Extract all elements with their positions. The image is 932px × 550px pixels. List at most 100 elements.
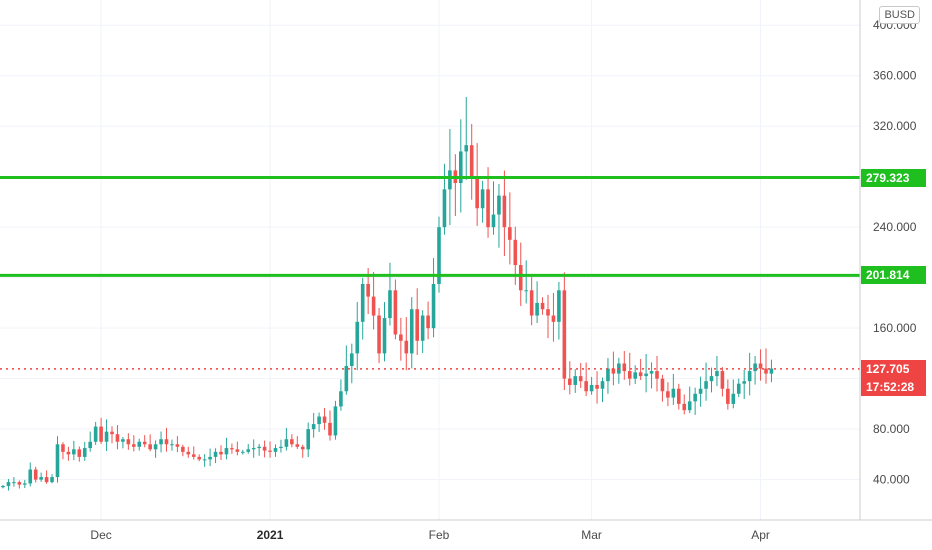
candle-body xyxy=(704,381,708,389)
candle-body xyxy=(573,376,578,385)
candle-body xyxy=(687,401,692,411)
candle-body xyxy=(682,403,687,411)
support-line-label: 279.323 xyxy=(861,168,926,187)
candle-body xyxy=(551,315,556,322)
candle-body xyxy=(344,366,349,392)
candle-body xyxy=(355,321,360,354)
candle-body xyxy=(399,334,403,341)
candle-body xyxy=(546,309,550,316)
x-tick-label: Dec xyxy=(90,528,111,542)
candle-body xyxy=(44,477,49,483)
candle-body xyxy=(524,290,528,292)
candle-body xyxy=(611,368,616,374)
candle-body xyxy=(409,309,414,354)
candle-body xyxy=(540,302,545,310)
candle-body xyxy=(633,372,637,379)
candle-body xyxy=(437,227,441,284)
candle-body xyxy=(219,451,223,455)
candle-body xyxy=(93,426,98,442)
candle-body xyxy=(290,439,294,445)
price-axis[interactable]: 40.00080.000120.000160.000200.000240.000… xyxy=(873,18,917,486)
candle-body xyxy=(508,227,512,240)
candle-body xyxy=(251,448,256,450)
x-tick-label: Apr xyxy=(751,528,770,542)
candle-body xyxy=(164,439,169,445)
candle-body xyxy=(115,434,120,442)
candle-body xyxy=(764,368,768,374)
candle-body xyxy=(535,302,539,316)
candle-body xyxy=(33,469,38,480)
candle-body xyxy=(769,368,774,374)
candle-body xyxy=(442,189,447,228)
candle-body xyxy=(153,444,158,450)
candle-body xyxy=(595,384,599,389)
x-tick-label: 2021 xyxy=(257,528,284,542)
candle-body xyxy=(333,406,338,436)
candle-body xyxy=(39,477,43,480)
candle-body xyxy=(709,376,714,382)
candle-body xyxy=(513,239,518,266)
candle-body xyxy=(660,378,665,392)
candle-body xyxy=(110,431,114,435)
candle-body xyxy=(371,296,376,316)
candle-body xyxy=(366,283,370,297)
candle-body xyxy=(360,283,365,322)
candle-body xyxy=(736,383,741,394)
candle-body xyxy=(137,441,142,447)
time-axis[interactable]: Dec 2021 Feb Mar Apr xyxy=(90,528,769,542)
candle-body xyxy=(404,340,409,354)
candle-body xyxy=(306,429,310,450)
candle-body xyxy=(104,431,109,442)
candle-body xyxy=(562,290,567,379)
candle-body xyxy=(202,459,207,461)
candle-body xyxy=(415,309,419,341)
x-tick-label: Feb xyxy=(429,528,450,542)
candle-body xyxy=(600,381,605,389)
candle-body xyxy=(12,482,16,484)
candle-body xyxy=(197,456,201,460)
candle-body xyxy=(431,283,436,329)
candle-body xyxy=(284,439,289,447)
overlays xyxy=(0,176,860,370)
countdown-label: 17:52:28 xyxy=(861,377,926,396)
candle-body xyxy=(224,448,229,455)
candle-body xyxy=(731,393,736,404)
candle-body xyxy=(497,195,501,215)
candle-body xyxy=(459,151,463,184)
x-tick-label: Mar xyxy=(581,528,602,542)
y-tick-label: 240.000 xyxy=(873,220,917,234)
candle-body xyxy=(448,170,452,190)
candle-body xyxy=(622,363,627,372)
candle-body xyxy=(666,391,670,398)
candle-body xyxy=(649,371,654,374)
y-tick-label: 360.000 xyxy=(873,69,917,83)
candle-body xyxy=(126,439,131,445)
support-line-label: 201.814 xyxy=(861,266,926,285)
candle-body xyxy=(720,371,725,389)
candle-body xyxy=(518,265,523,291)
candle-body xyxy=(23,483,27,485)
candle-body xyxy=(486,189,490,228)
candle-body xyxy=(742,381,746,384)
candle-body xyxy=(339,391,343,407)
candle-body xyxy=(606,368,610,382)
candle-body xyxy=(677,388,681,404)
currency-badge[interactable]: BUSD xyxy=(879,6,920,24)
candle-body xyxy=(469,145,474,177)
candle-body xyxy=(241,451,245,453)
candle-body xyxy=(584,381,588,392)
candle-body xyxy=(82,448,87,457)
candle-body xyxy=(132,444,136,447)
candle-body xyxy=(557,290,561,322)
candle-body xyxy=(273,448,278,452)
candle-body xyxy=(758,363,763,369)
candle-body xyxy=(121,439,125,442)
candle-body xyxy=(99,426,103,442)
candle-body xyxy=(186,451,191,455)
candle-body xyxy=(568,378,572,385)
candle-body xyxy=(426,315,430,329)
candle-body xyxy=(181,446,185,452)
candle-body xyxy=(747,371,752,382)
candle-body xyxy=(655,371,659,379)
